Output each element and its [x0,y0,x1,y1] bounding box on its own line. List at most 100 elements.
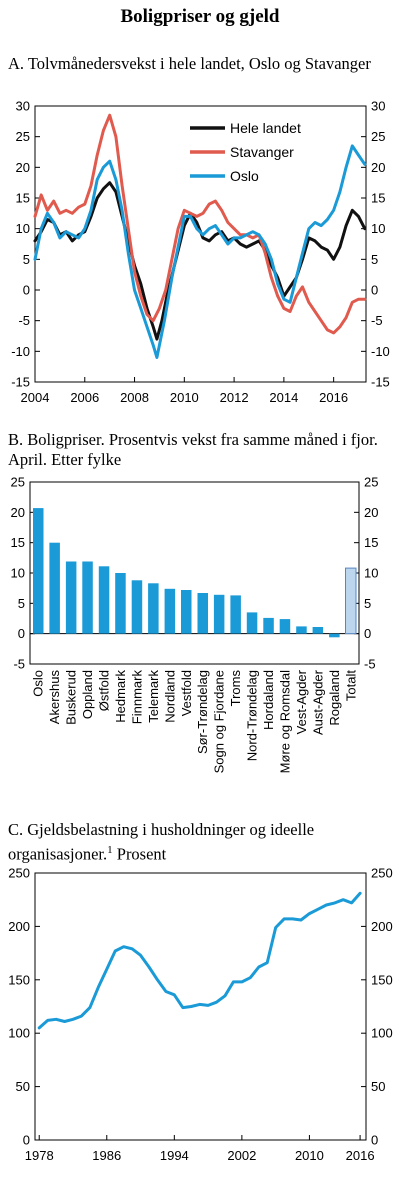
b-bar [49,542,60,634]
a-xtick-label: 2004 [21,390,50,405]
a-legend-label-2: Oslo [230,168,259,184]
a-ytick-label-left: -15 [11,375,30,390]
panel-a-title: A. Tolvmånedersvekst i hele landet, Oslo… [8,54,371,73]
c-xtick-label: 2016 [346,1148,375,1163]
b-category-label: Akershus [47,670,62,725]
b-ytick-label-left: 0 [18,626,25,641]
b-category-label: Oslo [31,670,46,697]
a-xtick-label: 2014 [269,390,298,405]
b-ytick-label-right: 20 [364,505,378,520]
c-ytick-label-right: 150 [371,972,393,987]
panel-c-title-text: C. Gjeldsbelastning i husholdninger og i… [8,820,315,864]
b-category-label: Rogaland [327,670,342,726]
a-xtick-label: 2008 [120,390,149,405]
c-xtick-label: 1978 [25,1148,54,1163]
c-ytick-label-left: 150 [8,972,30,987]
a-series-line-1 [33,113,367,335]
a-xtick-label: 2006 [70,390,99,405]
b-ytick-label-left: 5 [18,596,25,611]
a-ytick-label-right: 30 [371,99,385,114]
b-category-label: Møre og Romsdal [277,670,292,773]
a-series-line-2 [33,144,367,359]
c-ytick-label-left: 0 [23,1133,30,1148]
b-category-label: Troms [228,670,243,707]
a-ytick-label-left: 20 [16,160,30,175]
b-bar [279,619,291,634]
b-bar [33,508,44,634]
a-xtick-label: 2010 [170,390,199,405]
a-ytick-label-left: 15 [16,191,30,206]
a-ytick-label-left: -10 [11,344,30,359]
b-bar [115,573,126,634]
a-plot-frame [34,105,367,383]
a-ytick-label-right: -10 [371,344,390,359]
a-ytick-label-right: -5 [371,313,383,328]
a-legend-label-1: Stavanger [230,144,294,160]
a-ytick-label-left: 5 [23,252,30,267]
b-bar [65,561,77,634]
c-ytick-label-right: 0 [371,1133,378,1148]
b-ytick-label-left: 15 [11,535,25,550]
a-xtick-label: 2016 [319,390,348,405]
b-bar [82,561,93,634]
b-ytick-label-left: -5 [13,657,25,672]
b-bar [312,627,324,634]
b-ytick-label-left: 25 [11,475,25,490]
b-category-label: Nord-Trøndelag [245,670,260,761]
panel-c-footnote-mark: 1 [107,844,113,856]
b-bar [345,567,357,635]
b-bar [296,626,307,634]
b-ytick-label-right: 5 [364,596,371,611]
a-ytick-label-left: 30 [16,99,30,114]
c-xtick-label: 2010 [295,1148,324,1163]
c-ytick-label-right: 100 [371,1026,393,1041]
c-ytick-label-right: 50 [371,1079,385,1094]
c-xtick-label: 2002 [227,1148,256,1163]
b-bar [246,612,258,634]
b-ytick-label-right: 25 [364,475,378,490]
b-bar [181,590,192,634]
b-ytick-label-right: 10 [364,566,378,581]
b-bar [213,594,225,634]
b-ytick-label-right: 0 [364,626,371,641]
a-ytick-label-left: 10 [16,221,30,236]
a-xtick-label: 2012 [220,390,249,405]
b-ytick-label-left: 10 [11,566,25,581]
a-ytick-label-right: 0 [371,283,378,298]
c-ytick-label-left: 200 [8,919,30,934]
a-ytick-label-right: 10 [371,221,385,236]
a-ytick-label-left: 0 [23,283,30,298]
a-ytick-label-right: 20 [371,160,385,175]
b-category-label: Østfold [97,670,112,711]
b-category-label: Aust-Agder [310,669,325,735]
b-category-label: Totalt [343,670,358,701]
a-ytick-label-right: 15 [371,191,385,206]
b-category-label: Telemark [146,670,161,723]
a-ytick-label-right: 25 [371,129,385,144]
b-category-label: Sogn og Fjordane [212,670,227,773]
panel-b-title: B. Boligpriser. Prosentvis vekst fra sam… [8,430,378,469]
c-ytick-label-left: 50 [16,1079,30,1094]
b-bar [131,580,143,634]
c-xtick-label: 1986 [92,1148,121,1163]
b-category-label: Oppland [80,670,95,719]
b-category-label: Buskerud [64,670,79,725]
b-category-label: Hordaland [261,670,276,730]
a-legend-label-0: Hele landet [230,120,301,136]
a-ytick-label-right: -15 [371,375,390,390]
b-category-label: Finnmark [129,670,144,725]
b-category-label: Sør-Trøndelag [195,670,210,754]
panel-c-title-suffix: Prosent [112,844,167,864]
c-plot-frame [34,872,367,1141]
c-ytick-label-right: 200 [371,919,393,934]
main-title: Boligpriser og gjeld [120,6,280,27]
a-ytick-label-right: 5 [371,252,378,267]
c-ytick-label-left: 100 [8,1026,30,1041]
b-category-label: Vestfold [179,670,194,716]
c-series-line-0 [37,891,362,1030]
b-bar [197,593,208,634]
b-bar [148,583,159,634]
